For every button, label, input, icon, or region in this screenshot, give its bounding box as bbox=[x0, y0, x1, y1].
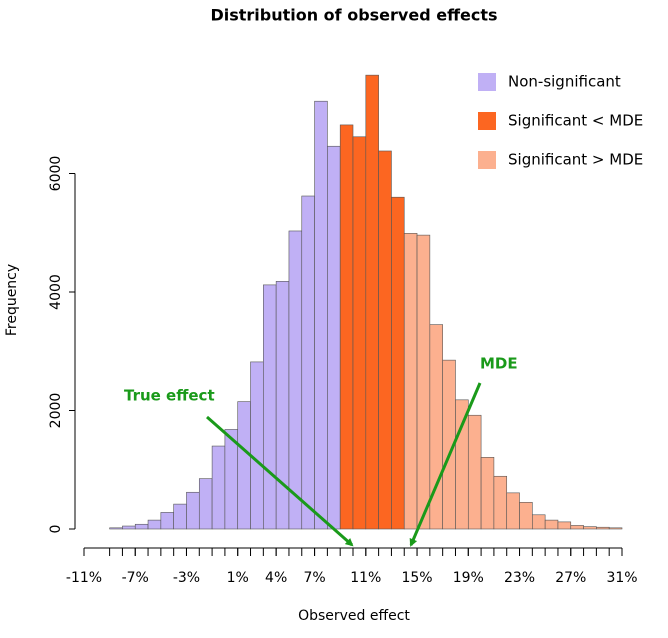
y-tick-label: 4000 bbox=[48, 274, 64, 310]
bar bbox=[493, 475, 508, 530]
bar bbox=[186, 491, 200, 530]
bar bbox=[391, 196, 405, 530]
bar bbox=[467, 414, 482, 530]
annotation-arrow bbox=[409, 382, 482, 547]
bar bbox=[288, 230, 303, 530]
legend-swatch bbox=[478, 73, 496, 91]
x-tick-label: -7% bbox=[122, 570, 149, 586]
legend-swatch bbox=[478, 151, 496, 169]
legend-label: Significant > MDE bbox=[508, 151, 643, 169]
legend-label: Significant < MDE bbox=[508, 112, 643, 130]
x-tick-label: -11% bbox=[66, 570, 102, 586]
legend-label: Non-significant bbox=[508, 73, 621, 91]
bar bbox=[352, 136, 367, 530]
y-tick-label: 0 bbox=[48, 525, 64, 534]
bar bbox=[211, 445, 226, 530]
annotation: True effect bbox=[124, 387, 215, 405]
bar bbox=[544, 519, 559, 530]
bar bbox=[275, 281, 290, 530]
bar bbox=[134, 523, 149, 530]
bar bbox=[570, 525, 584, 530]
bar bbox=[237, 401, 251, 530]
bar bbox=[198, 478, 213, 530]
y-tick-label: 6000 bbox=[48, 156, 64, 192]
bar bbox=[173, 503, 187, 530]
bar bbox=[583, 526, 597, 530]
x-tick-label: 19% bbox=[453, 570, 484, 586]
bar bbox=[160, 512, 174, 530]
bar bbox=[378, 150, 392, 530]
y-axis-label: Frequency bbox=[4, 264, 20, 336]
bar bbox=[506, 492, 520, 530]
bar bbox=[327, 145, 341, 530]
annotation-arrow bbox=[206, 415, 354, 547]
x-tick-label: -3% bbox=[173, 570, 200, 586]
bar bbox=[596, 526, 610, 530]
x-tick-label: 11% bbox=[350, 570, 381, 586]
bar bbox=[263, 284, 277, 530]
bar bbox=[403, 233, 418, 530]
x-tick-label: 31% bbox=[606, 570, 637, 586]
bar bbox=[416, 234, 431, 530]
x-tick-label: 15% bbox=[401, 570, 432, 586]
annotation: MDE bbox=[480, 355, 518, 373]
x-tick-label: 27% bbox=[555, 570, 586, 586]
bar bbox=[365, 74, 379, 530]
bar bbox=[122, 525, 136, 530]
x-tick-label: 1% bbox=[227, 570, 249, 586]
bar bbox=[455, 399, 469, 530]
plot-area: 0 2000 4000 6000 -11% -7% -3% 1% 4% 7% 11% 15% 19% 23… bbox=[48, 74, 638, 586]
bar bbox=[480, 457, 495, 530]
bar bbox=[532, 514, 546, 530]
x-tick-label: 23% bbox=[504, 570, 535, 586]
bar bbox=[608, 527, 623, 530]
bar bbox=[147, 519, 162, 530]
x-tick-label: 4% bbox=[265, 570, 287, 586]
y-tick-label: 2000 bbox=[48, 393, 64, 429]
bar bbox=[519, 502, 533, 530]
chart-title: Distribution of observed effects bbox=[210, 6, 497, 25]
bar bbox=[557, 521, 572, 530]
x-axis-label: Observed effect bbox=[298, 608, 410, 624]
x-tick-label: 7% bbox=[303, 570, 325, 586]
bar bbox=[301, 195, 315, 530]
bar bbox=[109, 527, 123, 530]
bar bbox=[339, 124, 354, 530]
bar bbox=[314, 100, 328, 530]
legend-swatch bbox=[478, 112, 496, 130]
bar bbox=[250, 361, 264, 530]
